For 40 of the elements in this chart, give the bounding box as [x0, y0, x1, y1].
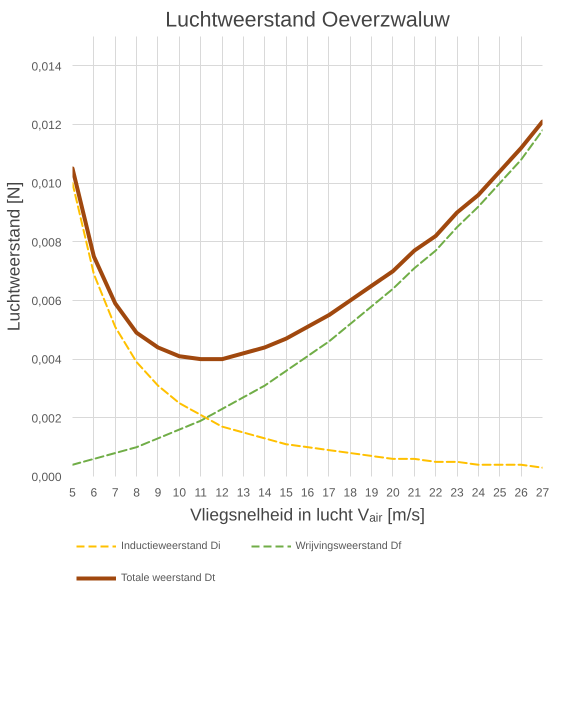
y-tick-label: 0,008 — [31, 235, 62, 250]
x-tick-label: 19 — [364, 486, 379, 500]
x-tick-label: 22 — [429, 486, 443, 500]
x-tick-label: 13 — [236, 486, 250, 500]
legend-label: Inductieweerstand Di — [121, 540, 221, 552]
line-series — [72, 120, 542, 362]
y-tick-label: 0,000 — [31, 470, 62, 484]
x-tick-label: 21 — [408, 486, 422, 500]
y-tick-label: 0,012 — [31, 118, 62, 132]
y-tick-label: 0,002 — [31, 411, 62, 426]
x-tick-label: 27 — [536, 486, 550, 500]
y-axis-title: Luchtweerstand [N] — [3, 182, 24, 332]
y-tick-label: 0,014 — [31, 59, 62, 74]
x-tick-label: 25 — [493, 486, 507, 500]
x-tick-label: 5 — [69, 486, 76, 500]
x-tick-label: 17 — [322, 486, 336, 500]
x-tick-label: 14 — [258, 486, 272, 500]
x-tick-label: 7 — [112, 486, 119, 500]
chart-title: Luchtweerstand Oeverzwaluw — [165, 8, 450, 32]
x-tick-label: 16 — [300, 486, 314, 500]
x-tick-label: 26 — [514, 486, 528, 500]
y-tick-label: 0,010 — [31, 176, 62, 191]
line-series — [72, 182, 542, 469]
x-tick-label: 18 — [344, 486, 358, 500]
x-tick-label: 12 — [215, 486, 230, 500]
x-tick-label: 23 — [450, 486, 464, 500]
legend-label: Wrijvingsweerstand Df — [296, 540, 402, 552]
x-tick-label: 9 — [154, 486, 162, 500]
x-tick-label: 20 — [386, 486, 400, 500]
y-tick-label: 0,004 — [31, 352, 62, 367]
x-tick-label: 15 — [279, 486, 294, 500]
x-tick-label: 8 — [133, 486, 140, 500]
y-tick-label: 0,006 — [31, 294, 62, 308]
line-series — [72, 129, 542, 466]
legend-label: Totale weerstand Dt — [121, 572, 216, 584]
x-tick-label: 11 — [194, 486, 208, 500]
x-tick-label: 10 — [172, 486, 186, 500]
x-tick-label: 24 — [472, 486, 486, 500]
x-tick-label: 6 — [90, 486, 98, 500]
x-axis-title: Vliegsnelheid in lucht Vₐᵢᵣ [m/s] — [190, 504, 425, 524]
